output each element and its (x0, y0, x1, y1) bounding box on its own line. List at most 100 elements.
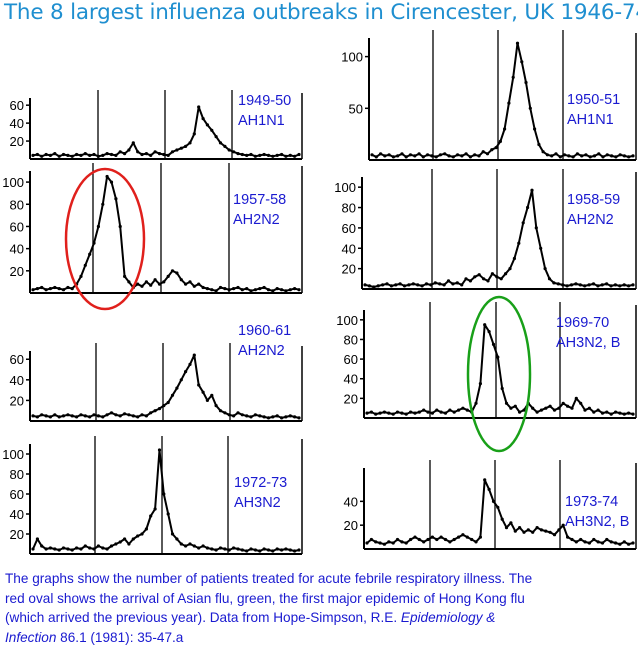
data-point (114, 542, 118, 546)
data-point (515, 41, 520, 45)
data-point (485, 152, 490, 156)
data-point (157, 152, 162, 156)
data-point (188, 542, 192, 546)
season-label: 1957-58 (233, 192, 286, 208)
data-point (500, 386, 504, 391)
data-point (622, 154, 627, 158)
y-tick-label: 100 (2, 175, 24, 190)
data-point (627, 411, 631, 415)
data-point (535, 526, 539, 530)
data-point (240, 548, 244, 552)
data-point (513, 529, 517, 533)
data-point (101, 153, 105, 157)
data-point (605, 153, 609, 157)
data-point (214, 289, 218, 293)
data-point (293, 549, 297, 553)
data-point (223, 287, 227, 291)
data-point (136, 150, 140, 154)
data-point (613, 283, 618, 287)
data-point (240, 152, 244, 157)
data-point (170, 393, 175, 397)
data-point (266, 416, 271, 420)
data-point (40, 154, 44, 158)
data-point (483, 323, 487, 327)
subtype-label: AH2N2 (238, 343, 285, 359)
data-point (179, 542, 183, 546)
data-point (166, 512, 170, 516)
data-point (426, 410, 430, 414)
data-point (614, 541, 618, 545)
data-point (44, 152, 48, 157)
data-point (429, 283, 433, 287)
y-tick-label: 40 (342, 241, 356, 256)
data-point (561, 523, 565, 527)
data-point (245, 287, 249, 291)
data-point (258, 287, 262, 291)
data-point (166, 153, 170, 157)
y-tick-label: 40 (10, 373, 24, 388)
data-point (424, 282, 429, 286)
data-point (543, 267, 547, 271)
data-point (136, 282, 140, 286)
data-point (53, 413, 57, 417)
data-point (271, 289, 275, 293)
data-point (123, 537, 127, 541)
data-point (552, 281, 556, 285)
data-point (600, 541, 605, 545)
data-point (127, 280, 131, 284)
data-point (109, 411, 114, 415)
data-point (44, 414, 48, 418)
season-label: 1958-59 (567, 192, 620, 208)
season-label: 1960-61 (238, 323, 291, 339)
data-point (179, 278, 183, 282)
y-tick-label: 100 (2, 447, 24, 462)
data-point (288, 153, 292, 157)
data-point (31, 414, 35, 418)
data-point (157, 282, 162, 286)
data-point (249, 289, 253, 293)
data-point (631, 412, 635, 416)
data-point (40, 413, 44, 417)
data-point (509, 406, 513, 410)
data-point (487, 487, 491, 491)
data-point (552, 408, 557, 412)
data-point (88, 153, 92, 157)
data-point (184, 282, 188, 286)
data-point (558, 155, 562, 159)
data-point (127, 542, 131, 546)
data-point (153, 507, 157, 511)
data-point (448, 408, 452, 412)
data-point (618, 153, 622, 157)
data-point (435, 537, 439, 542)
data-point (404, 412, 408, 416)
data-point (162, 280, 166, 284)
data-point (275, 414, 279, 418)
data-point (131, 414, 135, 418)
y-tick-label: 80 (10, 467, 24, 482)
data-point (218, 546, 223, 550)
data-point (105, 152, 109, 156)
data-point (149, 283, 153, 287)
data-point (210, 128, 214, 132)
data-point (175, 271, 179, 275)
y-tick-label: 100 (336, 313, 358, 328)
data-point (88, 415, 92, 419)
data-point (387, 153, 391, 157)
data-point (518, 410, 522, 414)
data-point (446, 279, 451, 283)
data-point (494, 146, 498, 150)
data-point (481, 150, 485, 154)
data-point (622, 412, 626, 416)
data-point (275, 547, 279, 551)
data-point (391, 155, 395, 159)
data-point (105, 413, 109, 417)
data-point (464, 277, 468, 281)
data-point (574, 540, 578, 544)
data-point (622, 283, 626, 287)
data-point (240, 413, 244, 417)
data-point (236, 285, 240, 290)
data-point (464, 152, 468, 156)
data-point (218, 285, 223, 290)
chart-1973-74: 20 40 1973-74 AH3N2, B (344, 460, 637, 550)
data-point (374, 540, 378, 544)
